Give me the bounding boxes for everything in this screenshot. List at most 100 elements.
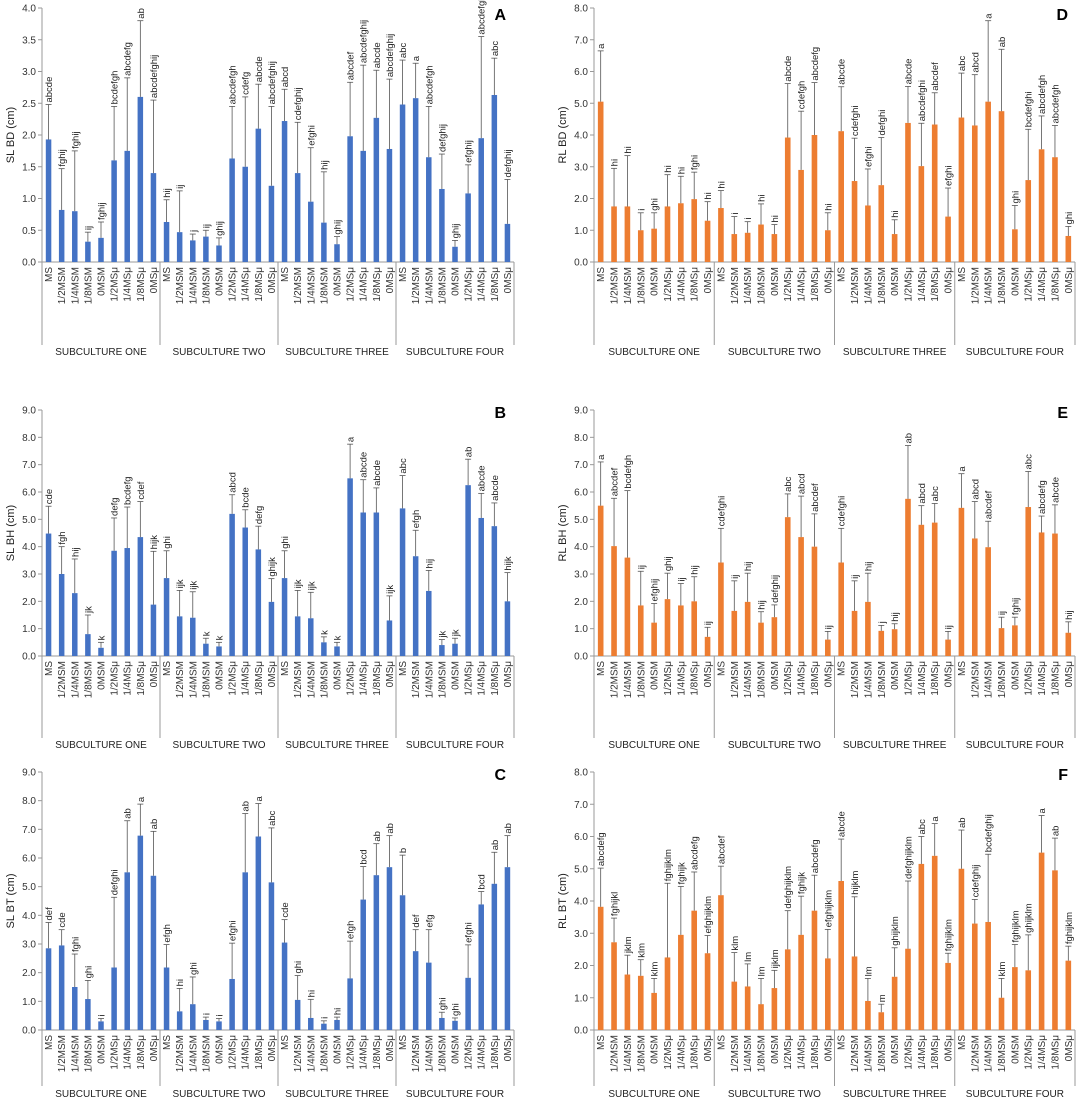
significance-label: ijklm [770,949,781,968]
y-tick-label: 3.0 [22,570,36,581]
y-tick-label: 9.0 [22,768,36,779]
significance-label: lm [743,952,754,962]
bar [811,546,818,656]
bar [1025,970,1032,1030]
y-axis-title: SL BH (cm) [5,505,17,561]
category-tick-label: 1/2MSμ [464,1035,475,1070]
category-tick-label: MS [596,1035,607,1050]
significance-label: hi [306,990,317,997]
bar [426,157,432,262]
category-tick-label: 1/4MSM [70,267,81,304]
bar [637,230,644,262]
category-tick-label: 1/2MSM [610,661,621,698]
significance-label: k [97,635,108,640]
bar [891,629,898,656]
significance-label: ij [997,611,1008,615]
category-tick-label: 1/8MSM [83,1035,94,1072]
significance-label: abc [398,43,409,59]
bar [255,128,262,262]
category-tick-label: 0MSM [97,1035,108,1064]
bar [294,173,301,262]
significance-label: ab [997,37,1008,48]
bar [255,549,262,656]
category-tick-label: 1/2MSμ [464,661,475,696]
category-tick-label: 1/8MSμ [690,1035,701,1070]
category-tick-label: 1/2MSM [730,1035,741,1072]
y-tick-label: 0.0 [22,652,36,663]
significance-label: abcde [372,460,383,486]
significance-label: ab [149,819,160,830]
category-tick-label: 1/4MSM [70,661,81,698]
y-tick-label: 3.0 [574,162,588,173]
category-tick-label: 1/2MSM [850,267,861,304]
bar [426,590,432,656]
significance-label: hij [757,600,768,610]
bar [360,512,366,656]
y-tick-label: 7.0 [574,460,588,471]
group-label: SUBCULTURE ONE [608,1089,700,1100]
category-tick-label: 0MSμ [944,661,955,688]
significance-label: fghij [57,149,68,166]
significance-label: cdefghij [293,88,304,121]
category-tick-label: 1/4MSμ [359,267,370,302]
bar [718,895,724,1030]
bar [190,1004,196,1030]
significance-label: bcdefg [123,477,134,506]
bar [426,962,432,1030]
significance-label: ghi [293,961,304,974]
y-tick-label: 6.0 [574,488,588,499]
bar [439,1017,445,1030]
bar [176,232,183,262]
category-tick-label: 1/2MSμ [110,661,121,696]
significance-label: abcd [797,473,808,494]
significance-label: hi [623,146,634,153]
panel-letter: A [494,7,506,24]
bar [811,135,818,262]
bar [958,868,965,1030]
significance-label: a [411,55,422,61]
bar [137,537,144,656]
significance-label: abcdef [716,835,727,864]
bar [718,208,724,262]
significance-label: abcdefgh [477,0,488,35]
category-tick-label: 1/8MSM [997,661,1008,698]
group-label: SUBCULTURE THREE [843,740,947,751]
category-tick-label: MS [44,1035,55,1050]
category-tick-label: 0MSμ [385,661,396,688]
bar [347,478,353,656]
category-tick-label: 1/4MSμ [917,1035,928,1070]
significance-label: hi [757,194,768,201]
y-tick-label: 7.0 [22,460,36,471]
significance-label: j [188,230,199,233]
bar [838,881,844,1030]
significance-label: ab [903,433,914,444]
bar [878,185,885,262]
category-tick-label: 1/2MSμ [110,1035,121,1070]
bar [1052,870,1058,1030]
significance-label: bcdefghij [984,814,995,852]
significance-label: abcdefgh [424,65,435,104]
category-tick-label: MS [398,1035,409,1050]
significance-label: ij [850,575,861,579]
bar [985,101,991,262]
y-tick-label: 0.0 [22,258,36,269]
significance-label: fghi [690,155,701,170]
bar [597,906,604,1030]
bar [294,616,301,656]
category-tick-label: 0MSM [770,267,781,296]
bar [255,836,262,1030]
category-tick-label: 0MSM [333,1035,344,1064]
bar [637,605,644,656]
category-tick-label: 0MSμ [267,1035,278,1062]
significance-label: hi [716,181,727,188]
bar [784,949,791,1030]
group-label: SUBCULTURE FOUR [406,1089,504,1100]
significance-label: cdefghi [837,496,848,527]
category-tick-label: 1/8MSM [437,267,448,304]
category-tick-label: 1/8MSμ [136,1035,147,1070]
group-label: SUBCULTURE ONE [55,347,147,358]
category-tick-label: 1/2MSM [175,267,186,304]
significance-label: jk [437,630,448,638]
y-tick-label: 1.0 [574,226,588,237]
bar [85,634,91,656]
